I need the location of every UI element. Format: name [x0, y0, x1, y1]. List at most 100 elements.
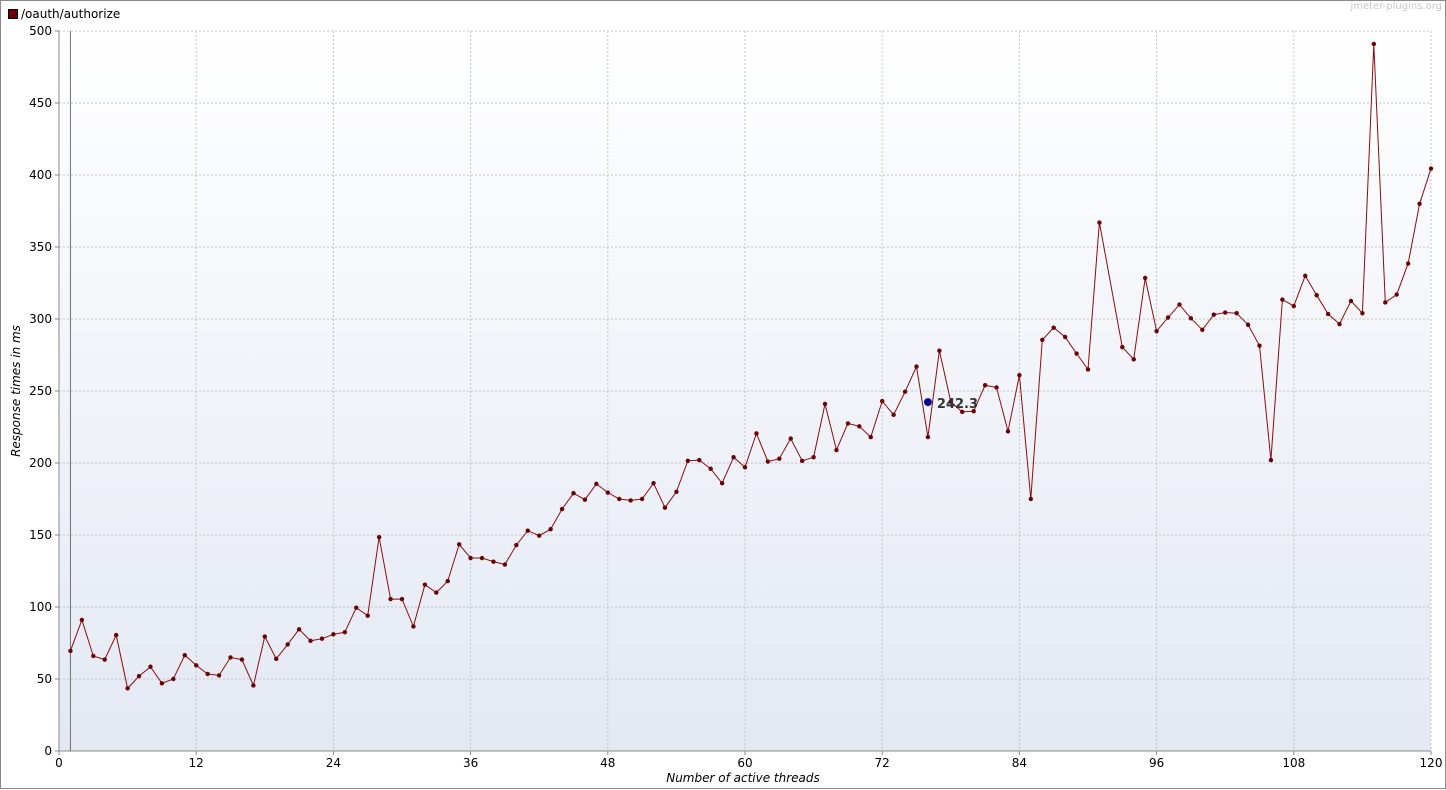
x-tick-label: 96: [1149, 756, 1164, 770]
data-point: [1085, 367, 1091, 372]
data-point: [1074, 351, 1079, 356]
data-point: [514, 542, 519, 548]
data-point: [777, 456, 782, 461]
data-point: [194, 663, 199, 668]
data-point: [537, 533, 542, 538]
data-point: [1211, 312, 1216, 317]
data-point: [91, 653, 96, 659]
y-tick-label: 400: [29, 168, 52, 182]
x-tick-label: 36: [463, 756, 478, 770]
data-point: [422, 582, 428, 587]
data-point: [1291, 303, 1297, 309]
data-point: [548, 527, 553, 532]
y-tick-label: 350: [29, 240, 52, 254]
data-point: [925, 434, 931, 440]
data-point: [697, 457, 702, 463]
data-point: [79, 617, 85, 623]
data-point: [1371, 41, 1377, 47]
data-point: [765, 459, 771, 464]
data-point: [1394, 292, 1399, 297]
data-point: [502, 562, 508, 567]
data-point: [880, 398, 885, 404]
data-point: [205, 671, 210, 677]
x-tick-label: 60: [737, 756, 752, 770]
data-point: [902, 389, 908, 394]
data-point: [491, 559, 496, 564]
data-point: [251, 683, 256, 688]
data-point: [456, 542, 462, 547]
data-point: [559, 506, 565, 512]
data-point: [68, 648, 73, 654]
data-point: [365, 613, 370, 618]
data-point: [1337, 321, 1342, 327]
data-point: [113, 632, 119, 638]
data-point: [628, 498, 633, 503]
y-tick-label: 50: [37, 672, 52, 686]
data-point: [1417, 201, 1422, 206]
y-tick-label: 500: [29, 24, 52, 38]
data-point: [948, 399, 953, 404]
data-point: [1188, 316, 1194, 321]
data-point: [708, 466, 713, 471]
data-point: [1405, 261, 1411, 266]
data-point: [1097, 220, 1102, 225]
data-point: [342, 630, 348, 635]
data-point: [125, 686, 130, 691]
data-point: [605, 490, 610, 495]
data-point: [1325, 311, 1331, 317]
data-point: [719, 480, 725, 486]
data-point: [388, 596, 393, 602]
data-point: [285, 642, 290, 647]
data-point: [1005, 429, 1011, 434]
data-point: [994, 385, 999, 390]
data-point: [1028, 496, 1034, 502]
data-point: [228, 655, 233, 660]
data-point: [1200, 327, 1205, 332]
y-tick-label: 0: [44, 744, 52, 758]
y-tick-label: 150: [29, 528, 52, 542]
data-point: [1051, 325, 1056, 330]
data-point: [1234, 311, 1239, 316]
data-point: [971, 408, 976, 414]
highlight-group: 242.3: [923, 397, 978, 412]
data-point: [1303, 273, 1308, 278]
data-point: [1428, 166, 1434, 171]
data-point: [171, 676, 176, 682]
data-point: [136, 673, 142, 679]
data-point: [479, 555, 485, 561]
data-point: [914, 364, 919, 369]
data-point: [296, 627, 302, 632]
data-point: [239, 657, 245, 662]
data-point: [834, 447, 839, 453]
legend-swatch: [8, 9, 18, 19]
data-point: [468, 555, 473, 561]
data-point: [1040, 337, 1045, 343]
x-tick-label: 108: [1282, 756, 1305, 770]
grid: [59, 30, 1432, 751]
y-tick-label: 200: [29, 456, 52, 470]
data-point: [891, 412, 896, 417]
data-point: [399, 596, 405, 602]
data-point: [1314, 293, 1319, 298]
watermark: jmeter-plugins.org: [1350, 1, 1442, 12]
data-point: [799, 458, 805, 464]
data-point: [1120, 344, 1125, 350]
highlight-point: [923, 398, 932, 407]
data-point: [731, 455, 736, 460]
data-point: [1165, 315, 1171, 320]
data-point: [1257, 343, 1262, 348]
y-tick-label: 450: [29, 96, 52, 110]
data-point: [411, 624, 416, 629]
data-point: [674, 489, 679, 494]
x-tick-label: 24: [326, 756, 341, 770]
x-axis-title: Number of active threads: [666, 771, 820, 785]
data-point: [982, 383, 988, 388]
data-point: [445, 578, 450, 584]
data-point: [742, 465, 748, 470]
data-point: [845, 421, 851, 426]
series-group: [68, 41, 1434, 691]
highlight-label: 242.3: [937, 397, 978, 412]
data-point: [822, 401, 828, 407]
